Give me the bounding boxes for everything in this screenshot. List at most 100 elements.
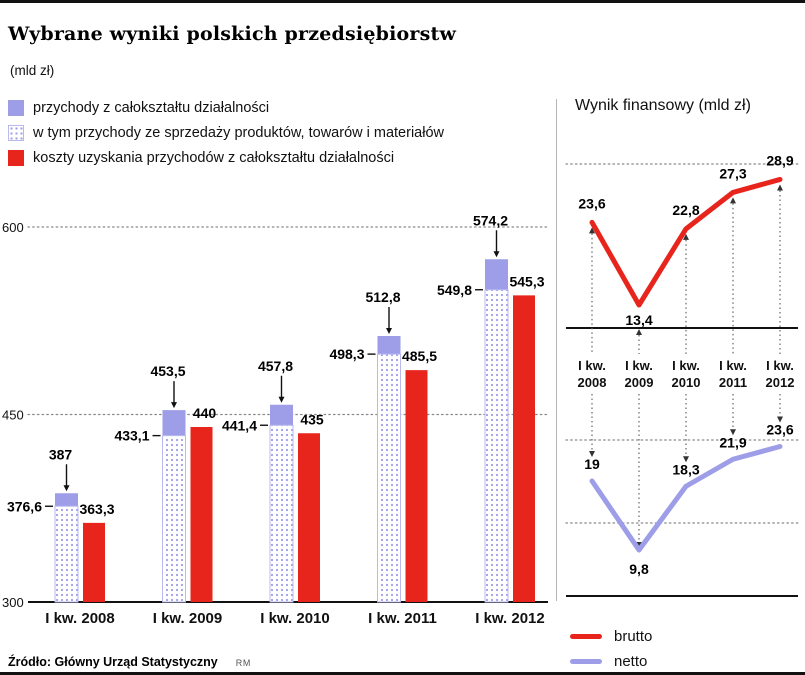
y-tick-label-600: 600 [2, 220, 24, 235]
value-label-koszty-2: 435 [300, 411, 324, 427]
value-label-brutto-4: 28,9 [766, 152, 793, 168]
x-category-label-1: I kw. 2009 [153, 610, 223, 627]
arrow-head-2 [278, 396, 285, 403]
bar-przychody-4 [485, 259, 508, 290]
bar-koszty-4 [513, 295, 535, 602]
arrow-down-2 [683, 456, 689, 463]
legend-item-koszty: koszty uzyskania przychodów z całokształ… [8, 150, 444, 166]
legend-item-netto: netto [570, 653, 652, 670]
unit-label: (mld zł) [10, 63, 55, 78]
value-label-koszty-4: 545,3 [509, 273, 544, 289]
legend-swatch-red [8, 150, 24, 166]
arrow-head-1 [171, 402, 177, 409]
x-label-line1-0: I kw. [578, 358, 606, 373]
x-label-line2-4: 2012 [766, 375, 795, 390]
x-label-line1-2: I kw. [672, 358, 700, 373]
value-label-brutto-1: 13,4 [625, 312, 652, 328]
bar-przychody-2 [270, 404, 293, 426]
x-category-label-2: I kw. 2010 [260, 610, 330, 627]
y-tick-label-300: 300 [2, 595, 24, 610]
legend-swatch-purple [8, 100, 24, 116]
bar-koszty-0 [83, 522, 105, 602]
arrow-head-4 [493, 251, 500, 258]
bar-przychody-1 [162, 410, 186, 436]
value-label-brutto-0: 23,6 [578, 195, 605, 211]
value-label-sprzedaz-2: 441,4 [222, 417, 257, 433]
legend-item-przychody: przychody z całokształtu działalności [8, 100, 444, 116]
bar-group-4: 574,2 549,8 545,3 I kw. 2012 [437, 212, 545, 627]
bar-chart: 300 450 600 387 376,6 363,3 I kw. 2008 453,5 433… [2, 212, 549, 627]
bar-koszty-1 [190, 427, 213, 602]
bar-sprzedaz-4 [484, 289, 509, 603]
bar-group-0: 387 376,6 363,3 I kw. 2008 [7, 446, 115, 627]
bar-koszty-3 [405, 370, 428, 602]
credit-label: RM [235, 658, 251, 668]
line-chart-title: Wynik finansowy (mld zł) [575, 97, 751, 114]
x-label-line2-3: 2011 [719, 375, 747, 390]
legend-label: w tym przychody ze sprzedaży produktów, … [33, 125, 444, 141]
arrow-down-4 [777, 416, 783, 423]
arrow-head-0 [63, 485, 70, 492]
bar-group-3: 512,8 498,3 485,5 I kw. 2011 [329, 289, 437, 627]
netto-line [589, 444, 783, 553]
arrow-up-4 [777, 184, 783, 191]
footer: Źródło: Główny Urząd Statystyczny RM [8, 655, 251, 669]
arrow-up-2 [683, 233, 689, 240]
value-label-netto-1: 9,8 [629, 561, 649, 577]
bar-sprzedaz-2 [269, 424, 294, 603]
legend-line-purple [570, 659, 602, 664]
value-label-przychody-0: 387 [49, 446, 73, 462]
value-label-koszty-0: 363,3 [79, 501, 114, 517]
value-label-przychody-1: 453,5 [150, 363, 185, 379]
value-label-przychody-3: 512,8 [365, 289, 400, 305]
arrow-head-3 [386, 328, 392, 334]
x-label-line2-2: 2010 [672, 375, 701, 390]
legend-swatch-dotted [8, 125, 24, 141]
value-label-brutto-2: 22,8 [672, 202, 699, 218]
bar-przychody-0 [55, 493, 78, 507]
line-chart-legend: brutto netto [570, 628, 652, 672]
bar-koszty-2 [298, 433, 320, 602]
source-label: Źródło: Główny Urząd Statystyczny [8, 655, 218, 669]
value-label-przychody-4: 574,2 [473, 212, 508, 228]
legend-item-sprzedaz: w tym przychody ze sprzedaży produktów, … [8, 125, 444, 141]
arrow-up-3 [730, 197, 736, 204]
legend-label: brutto [614, 628, 653, 645]
value-label-przychody-2: 457,8 [258, 358, 293, 374]
arrow-up-0 [589, 227, 595, 234]
value-label-netto-4: 23,6 [766, 422, 793, 438]
bar-przychody-3 [377, 336, 401, 355]
brutto-line [589, 176, 783, 308]
value-label-koszty-3: 485,5 [402, 348, 437, 364]
x-category-label-0: I kw. 2008 [45, 610, 115, 627]
x-label-line1-4: I kw. [766, 358, 794, 373]
bar-sprzedaz-1 [162, 435, 186, 603]
bar-sprzedaz-0 [54, 505, 79, 603]
legend-line-red [570, 634, 602, 639]
x-label-line2-1: 2009 [625, 375, 654, 390]
value-label-sprzedaz-1: 433,1 [114, 428, 149, 444]
x-category-label-4: I kw. 2012 [475, 610, 545, 627]
bar-sprzedaz-3 [377, 353, 401, 603]
value-label-sprzedaz-3: 498,3 [329, 346, 364, 362]
line-chart: 23,6 19 I kw. 2008 13,4 9,8 I kw. 2009 22,8 18,3 I… [565, 152, 799, 597]
legend-label: przychody z całokształtu działalności [33, 100, 270, 116]
legend-item-brutto: brutto [570, 628, 652, 645]
value-label-netto-3: 21,9 [719, 434, 746, 450]
y-tick-label-450: 450 [2, 408, 24, 423]
x-category-label-3: I kw. 2011 [368, 610, 437, 627]
bar-group-2: 457,8 441,4 435 I kw. 2010 [222, 358, 330, 627]
legend-label: netto [614, 653, 648, 670]
value-label-brutto-3: 27,3 [719, 165, 746, 181]
legend-label: koszty uzyskania przychodów z całokształ… [33, 150, 395, 166]
bar-group-1: 453,5 433,1 440 I kw. 2009 [114, 363, 222, 627]
value-label-sprzedaz-0: 376,6 [7, 498, 42, 514]
value-label-sprzedaz-4: 549,8 [437, 282, 472, 298]
page-title: Wybrane wyniki polskich przedsiębiorstw [8, 23, 457, 45]
arrow-up-1 [636, 329, 642, 335]
bar-chart-legend: przychody z całokształtu działalności w … [8, 100, 444, 175]
arrow-down-0 [589, 451, 595, 457]
value-label-koszty-1: 440 [193, 405, 217, 421]
panel-divider [556, 99, 557, 601]
